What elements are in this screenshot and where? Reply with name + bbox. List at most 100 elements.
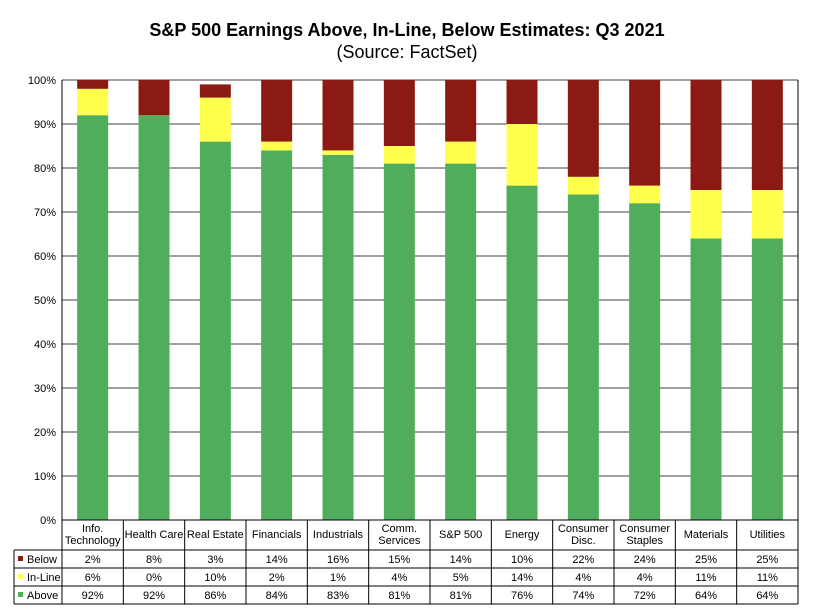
category-label: S&P 500 (439, 529, 482, 541)
y-tick-label: 30% (34, 383, 56, 395)
legend-label-below: Below (27, 554, 57, 566)
data-label: 81% (450, 590, 472, 602)
bar-in-line-1 (77, 88, 109, 116)
data-label: 10% (204, 572, 226, 584)
data-label: 64% (695, 590, 717, 602)
y-tick-label: 50% (34, 295, 56, 307)
category-label: Info. (82, 523, 103, 535)
data-label: 84% (266, 590, 288, 602)
bar-below-7 (445, 80, 477, 142)
bar-in-line-9 (567, 176, 599, 195)
y-tick-label: 10% (34, 471, 56, 483)
y-tick-label: 40% (34, 339, 56, 351)
data-label: 14% (511, 572, 533, 584)
data-label: 25% (756, 554, 778, 566)
category-label: Consumer (619, 523, 670, 535)
category-label: Financials (252, 529, 302, 541)
bar-above-8 (506, 185, 538, 520)
data-label: 2% (269, 572, 285, 584)
y-tick-label: 90% (34, 119, 56, 131)
chart-subtitle: (Source: FactSet) (336, 42, 478, 62)
data-label: 2% (85, 554, 101, 566)
bar-above-3 (199, 141, 231, 520)
y-tick-label: 70% (34, 207, 56, 219)
data-label: 10% (511, 554, 533, 566)
bar-in-line-5 (322, 150, 354, 155)
bar-below-4 (261, 80, 293, 142)
y-tick-label: 80% (34, 163, 56, 175)
data-label: 8% (146, 554, 162, 566)
chart-title: S&P 500 Earnings Above, In-Line, Below E… (149, 20, 665, 40)
category-label: Materials (684, 529, 729, 541)
data-label: 4% (391, 572, 407, 584)
bar-above-11 (690, 238, 722, 520)
y-tick-label: 60% (34, 251, 56, 263)
bar-below-6 (383, 80, 415, 146)
bar-below-9 (567, 80, 599, 177)
data-label: 76% (511, 590, 533, 602)
bar-above-12 (751, 238, 783, 520)
bar-below-3 (199, 84, 231, 98)
category-label: Consumer (558, 523, 609, 535)
category-label: Comm. (382, 523, 417, 535)
bar-above-1 (77, 115, 109, 520)
y-tick-label: 20% (34, 427, 56, 439)
bar-below-1 (77, 80, 109, 89)
bar-above-6 (383, 163, 415, 520)
bar-in-line-11 (690, 190, 722, 239)
data-label: 15% (388, 554, 410, 566)
bar-in-line-3 (199, 97, 231, 142)
category-label: Disc. (571, 535, 595, 547)
data-label: 74% (572, 590, 594, 602)
data-label: 11% (695, 572, 716, 584)
category-label: Staples (626, 535, 663, 547)
data-label: 11% (757, 572, 778, 584)
legend-key-above (18, 592, 23, 597)
data-label: 4% (637, 572, 653, 584)
category-label: Utilities (750, 529, 786, 541)
category-label: Industrials (313, 529, 364, 541)
bar-below-10 (629, 80, 661, 186)
category-label: Technology (65, 535, 121, 547)
data-label: 86% (204, 590, 226, 602)
bar-above-10 (629, 203, 661, 520)
legend-key-below (18, 556, 23, 561)
category-label: Energy (505, 529, 540, 541)
data-label: 64% (756, 590, 778, 602)
data-label: 1% (330, 572, 346, 584)
bar-in-line-12 (751, 190, 783, 239)
data-label: 25% (695, 554, 717, 566)
bar-in-line-10 (629, 185, 661, 204)
data-label: 4% (575, 572, 591, 584)
data-label: 24% (634, 554, 656, 566)
data-label: 3% (207, 554, 223, 566)
bar-below-8 (506, 80, 538, 124)
bar-below-5 (322, 80, 354, 151)
data-label: 22% (572, 554, 594, 566)
data-label: 5% (453, 572, 469, 584)
data-label: 92% (143, 590, 165, 602)
data-label: 81% (388, 590, 410, 602)
data-label: 92% (82, 590, 104, 602)
legend-label-in-line: In-Line (27, 572, 61, 584)
data-label: 16% (327, 554, 349, 566)
bar-in-line-8 (506, 124, 538, 186)
bar-below-12 (751, 80, 783, 190)
legend-key-in-line (18, 574, 23, 579)
bar-in-line-7 (445, 141, 477, 164)
bar-above-9 (567, 194, 599, 520)
y-tick-label: 0% (40, 515, 56, 527)
category-label: Health Care (125, 529, 184, 541)
data-label: 6% (85, 572, 101, 584)
bar-below-2 (138, 80, 170, 116)
bar-below-11 (690, 80, 722, 190)
data-label: 83% (327, 590, 349, 602)
y-tick-label: 100% (28, 75, 56, 87)
bar-above-2 (138, 115, 170, 520)
bar-above-7 (445, 163, 477, 520)
legend-label-above: Above (27, 590, 58, 602)
bar-in-line-6 (383, 146, 415, 164)
bar-above-4 (261, 150, 293, 520)
bar-in-line-4 (261, 141, 293, 151)
